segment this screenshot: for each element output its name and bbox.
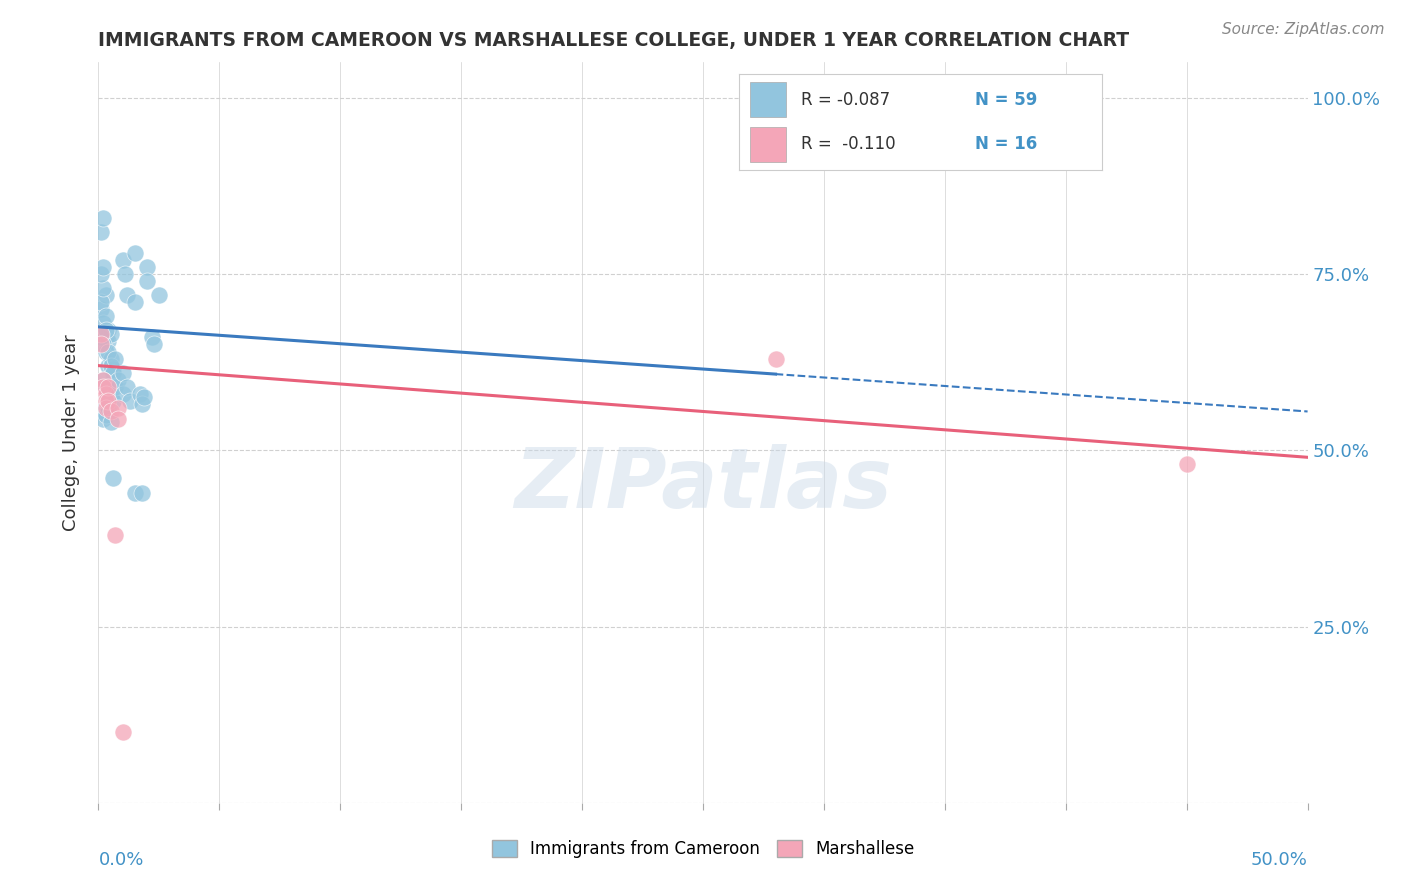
Point <box>117 288 139 302</box>
Point <box>100 415 122 429</box>
Point <box>765 351 787 366</box>
Point <box>143 337 166 351</box>
Point <box>90 267 112 281</box>
Point <box>118 393 141 408</box>
Point <box>148 288 170 302</box>
Point <box>114 267 136 281</box>
Point <box>131 397 153 411</box>
Point <box>135 274 157 288</box>
Point <box>135 260 157 274</box>
Point <box>91 211 114 225</box>
Point <box>94 393 117 408</box>
Legend: Immigrants from Cameroon, Marshallese: Immigrants from Cameroon, Marshallese <box>485 833 921 865</box>
Point <box>101 366 124 380</box>
Text: ZIPatlas: ZIPatlas <box>515 444 891 525</box>
Point <box>111 387 134 401</box>
Point <box>124 245 146 260</box>
Point <box>91 316 114 330</box>
Point <box>104 528 127 542</box>
Point <box>97 359 120 373</box>
Point <box>128 387 150 401</box>
Point <box>94 408 117 422</box>
Point <box>101 471 124 485</box>
Point <box>97 380 120 394</box>
Point <box>100 326 122 341</box>
Point <box>94 387 117 401</box>
Point <box>100 351 122 366</box>
Point <box>107 401 129 415</box>
Point <box>91 373 114 387</box>
Point <box>107 373 129 387</box>
Point <box>104 351 127 366</box>
Text: 0.0%: 0.0% <box>98 851 143 869</box>
Point <box>97 401 120 415</box>
Point <box>91 337 114 351</box>
Point <box>111 366 134 380</box>
Point <box>100 404 122 418</box>
Point <box>117 380 139 394</box>
Text: 50.0%: 50.0% <box>1251 851 1308 869</box>
Point <box>94 330 117 344</box>
Text: IMMIGRANTS FROM CAMEROON VS MARSHALLESE COLLEGE, UNDER 1 YEAR CORRELATION CHART: IMMIGRANTS FROM CAMEROON VS MARSHALLESE … <box>98 30 1129 50</box>
Point <box>90 404 112 418</box>
Point <box>90 326 112 340</box>
Point <box>101 362 124 376</box>
Point <box>97 393 120 408</box>
Point <box>94 288 117 302</box>
Point <box>94 323 117 337</box>
Point <box>91 260 114 274</box>
Point <box>91 326 114 340</box>
Point <box>90 295 112 310</box>
Point <box>90 337 112 351</box>
Point <box>97 387 120 401</box>
Point <box>94 401 117 415</box>
Point <box>100 359 122 373</box>
Point <box>90 326 112 341</box>
Point <box>91 411 114 425</box>
Point <box>97 344 120 359</box>
Point <box>111 725 134 739</box>
Point <box>141 330 163 344</box>
Point <box>101 393 124 408</box>
Point <box>100 390 122 404</box>
Point <box>94 344 117 359</box>
Point <box>97 334 120 348</box>
Point <box>1175 458 1198 472</box>
Text: Source: ZipAtlas.com: Source: ZipAtlas.com <box>1222 22 1385 37</box>
Point <box>134 390 156 404</box>
Point <box>111 252 134 267</box>
Point <box>94 310 117 324</box>
Point <box>104 380 127 394</box>
Y-axis label: College, Under 1 year: College, Under 1 year <box>62 334 80 531</box>
Point <box>94 380 117 394</box>
Point <box>90 330 112 344</box>
Point <box>124 485 146 500</box>
Point <box>131 485 153 500</box>
Point <box>91 281 114 295</box>
Point <box>107 411 129 425</box>
Point <box>97 323 120 337</box>
Point <box>91 373 114 387</box>
Point <box>90 225 112 239</box>
Point <box>90 302 112 317</box>
Point <box>124 295 146 310</box>
Point <box>91 380 114 394</box>
